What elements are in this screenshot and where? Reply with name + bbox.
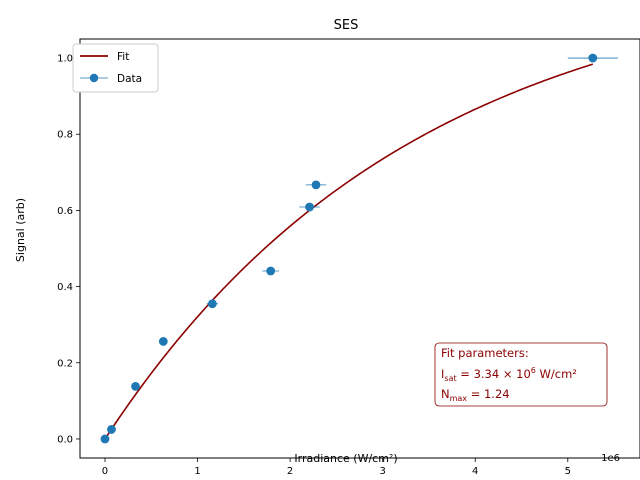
x-offset-label: 1e6: [601, 453, 620, 464]
legend-fit-label: Fit: [117, 51, 129, 63]
legend-data-label: Data: [117, 73, 142, 85]
chart-title: SES: [334, 18, 359, 33]
x-tick-label: 0: [102, 466, 108, 477]
nmax-symbol: N: [441, 387, 450, 401]
y-axis: 0.0 0.2 0.4 0.6 0.8 1.0: [57, 54, 80, 445]
nmax-value: = 1.24: [467, 387, 510, 401]
plot-area: [79, 38, 640, 459]
y-tick-label: 0.4: [57, 282, 73, 293]
data-point: [305, 202, 314, 212]
x-tick-label: 5: [565, 466, 571, 477]
fit-parameter-nmax: Nmax = 1.24: [441, 387, 510, 403]
isat-unit: W/cm²: [536, 367, 577, 381]
data-point: [266, 266, 276, 276]
fit-curve: [104, 63, 594, 440]
y-tick-label: 0.8: [57, 130, 73, 141]
x-tick-label: 1: [194, 466, 200, 477]
fit-parameter-isat: Isat = 3.34 × 106 W/cm²: [441, 366, 577, 383]
data-point: [311, 180, 321, 190]
x-tick-label: 3: [379, 466, 385, 477]
isat-symbol: I: [441, 367, 444, 381]
y-tick-label: 0.6: [57, 206, 73, 217]
fit-parameters-heading: Fit parameters:: [441, 346, 529, 360]
x-axis: 0 1 2 3 4 5: [102, 458, 571, 477]
x-axis-label: Irradiance (W/cm²): [294, 452, 397, 465]
data-layer: [100, 53, 618, 444]
legend: Fit Data: [72, 43, 159, 93]
data-point: [158, 337, 168, 346]
isat-exponent: 6: [531, 366, 536, 375]
plot-frame: [79, 38, 640, 459]
legend-data-marker: [89, 73, 99, 83]
y-tick-label: 0.2: [57, 358, 73, 369]
y-tick-label: 1.0: [57, 54, 73, 65]
fit-parameters-box: Fit parameters: Isat = 3.34 × 106 W/cm² …: [434, 342, 608, 407]
y-tick-label: 0.0: [57, 434, 73, 445]
isat-value: = 3.34 × 10: [457, 367, 531, 381]
data-point: [207, 299, 217, 309]
data-point: [131, 381, 140, 391]
x-tick-label: 2: [287, 466, 293, 477]
nmax-subscript: max: [450, 394, 468, 403]
fit-parameters-frame: [434, 342, 608, 407]
data-point: [107, 425, 116, 434]
data-point: [100, 434, 110, 444]
legend-frame: [72, 43, 159, 93]
x-tick-label: 4: [472, 466, 478, 477]
fit-layer: [104, 63, 594, 440]
data-point: [588, 53, 598, 63]
y-axis-label: Signal (arb): [14, 198, 27, 262]
isat-subscript: sat: [444, 374, 456, 383]
